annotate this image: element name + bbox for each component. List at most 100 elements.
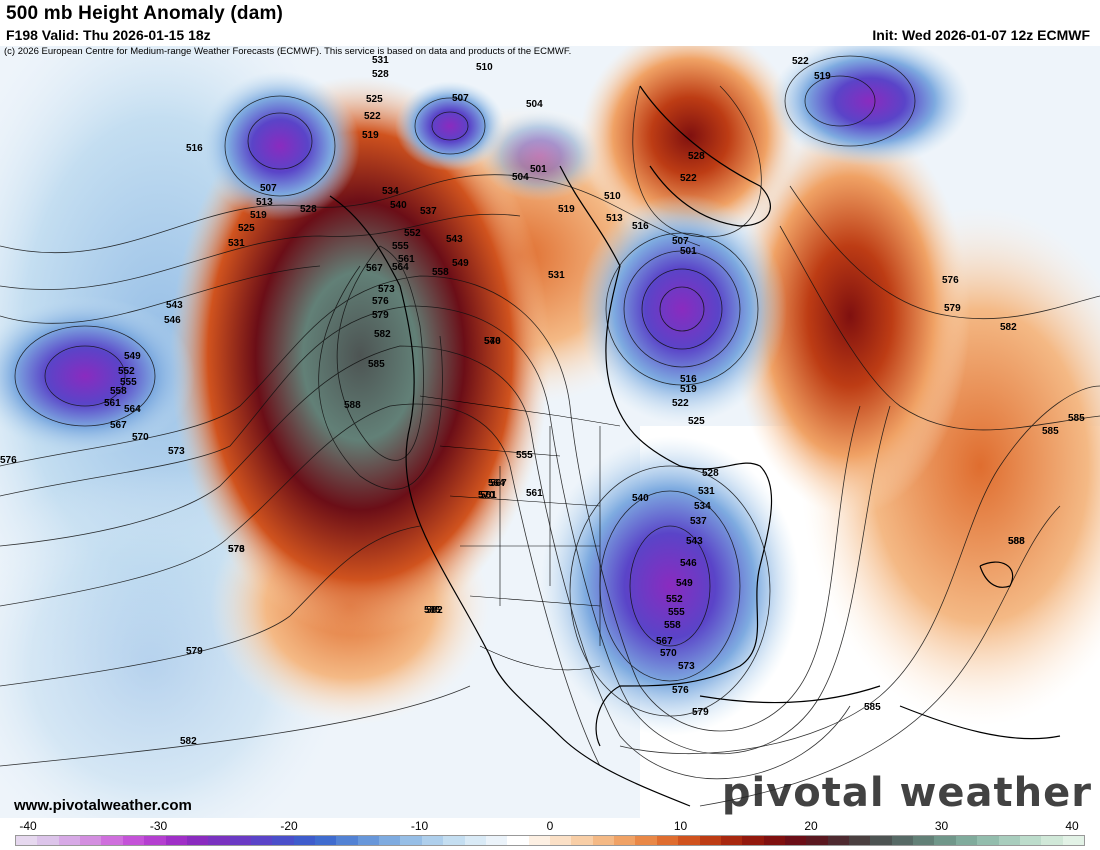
colorbar-cell [742,836,764,845]
colorbar-strip [15,835,1085,846]
colorbar-tick-label: -40 [19,819,37,833]
colorbar-cell [891,836,914,845]
colorbar-cell [763,836,785,845]
contour-label: 573 [168,446,185,457]
contour-label: 510 [604,191,621,202]
contour-label: 540 [632,493,649,504]
contour-label: 555 [392,241,409,252]
colorbar-cell [571,836,593,845]
contour-label: 570 [484,336,501,347]
valid-time: F198 Valid: Thu 2026-01-15 18z [6,27,211,43]
colorbar-cell [635,836,657,845]
contour-label: 507 [260,183,277,194]
header: 500 mb Height Anomaly (dam) F198 Valid: … [0,0,1100,46]
contour-label: 582 [1000,322,1017,333]
contour-label: 522 [680,173,697,184]
contour-label: 543 [686,536,703,547]
colorbar-cell [336,836,358,845]
weather-map[interactable]: 531 528 525 522 519 510 507 504 516 507 … [0,46,1100,818]
colorbar-cell [186,836,209,845]
contour-label: 552 [404,228,421,239]
contour-label: 588 [344,400,361,411]
contour-label: 549 [452,258,469,269]
colorbar-cell [1019,836,1042,845]
colorbar-cell [699,836,721,845]
contour-label: 582 [426,605,443,616]
contour-label: 564 [124,404,141,415]
copyright-notice: (c) 2026 European Centre for Medium-rang… [4,46,572,57]
contour-label: 576 [0,455,17,466]
anomaly-field: 531 528 525 522 519 510 507 504 516 507 … [0,46,1100,818]
contour-label: 585 [424,605,441,616]
colorbar-cell [208,836,230,845]
contour-label: 522 [792,56,809,67]
contour-label: 534 [694,501,711,512]
contour-label: 531 [548,270,565,281]
height-contours [0,55,1100,807]
colorbar-cell [998,836,1020,845]
colorbar-tick-label: 10 [673,819,688,833]
colorbar: -40 -30 -20 -10 0 10 20 30 40 [0,818,1100,850]
contour-label: 519 [814,71,831,82]
colorbar-cell [656,836,679,845]
website-link[interactable]: www.pivotalweather.com [14,797,192,814]
contour-label: 567 [490,478,507,489]
contour-label: 579 [944,303,961,314]
contour-label: 552 [666,594,683,605]
contour-label: 543 [166,300,183,311]
contour-label: 543 [446,234,463,245]
contour-label: 564 [392,262,409,273]
brand-logo: pivotal weather [721,770,1092,816]
contour-label: 507 [672,236,689,247]
colorbar-cell [592,836,615,845]
colorbar-cell [1062,836,1084,845]
contour-label: 579 [372,310,389,321]
contour-label: 510 [476,62,493,73]
contour-label: 519 [362,130,379,141]
contour-label: 501 [530,164,547,175]
colorbar-cell [315,836,337,845]
contour-label: 576 [228,544,245,555]
contour-label: 552 [118,366,135,377]
borders [419,395,621,671]
colorbar-tick-label: 40 [1065,819,1079,833]
colorbar-tick-label: -30 [149,819,168,833]
contour-label: 555 [120,377,137,388]
contour-label: 570 [132,432,149,443]
contour-label: 582 [374,329,391,340]
contour-label: 558 [664,620,681,631]
colorbar-cell [849,836,871,845]
colorbar-cell [272,836,294,845]
contour-label: 513 [606,213,623,224]
colorbar-cell [549,836,572,845]
contour-label: 549 [676,578,693,589]
contour-label: 546 [680,558,697,569]
contour-label: 537 [420,206,437,217]
contour-label: 588 [1008,536,1025,547]
contour-label: 555 [516,450,533,461]
contour-label: 573 [228,544,245,555]
contour-label: 522 [364,111,381,122]
colorbar-cell [934,836,956,845]
colorbar-ticks: -40 -30 -20 -10 0 10 20 30 40 [0,818,1100,833]
colorbar-tick-label: 20 [804,819,818,833]
contour-label: 573 [378,284,395,295]
contour-label: 528 [372,69,389,80]
colorbar-tick-label: 0 [546,819,554,833]
colorbar-cell [293,836,316,845]
contour-label: 534 [382,186,399,197]
init-time: Init: Wed 2026-01-07 12z ECMWF [872,27,1090,43]
colorbar-cell [357,836,380,845]
contour-label: 567 [110,420,127,431]
colorbar-cell [421,836,444,845]
contour-label: 576 [672,685,689,696]
contour-label: 561 [398,254,415,265]
contour-label: 516 [186,143,203,154]
colorbar-cell [379,836,401,845]
contour-label: 528 [702,468,719,479]
colorbar-cell [250,836,273,845]
colorbar-cell [122,836,145,845]
colorbar-cell [955,836,978,845]
page-title: 500 mb Height Anomaly (dam) [6,3,284,24]
contour-label: 504 [512,172,529,183]
